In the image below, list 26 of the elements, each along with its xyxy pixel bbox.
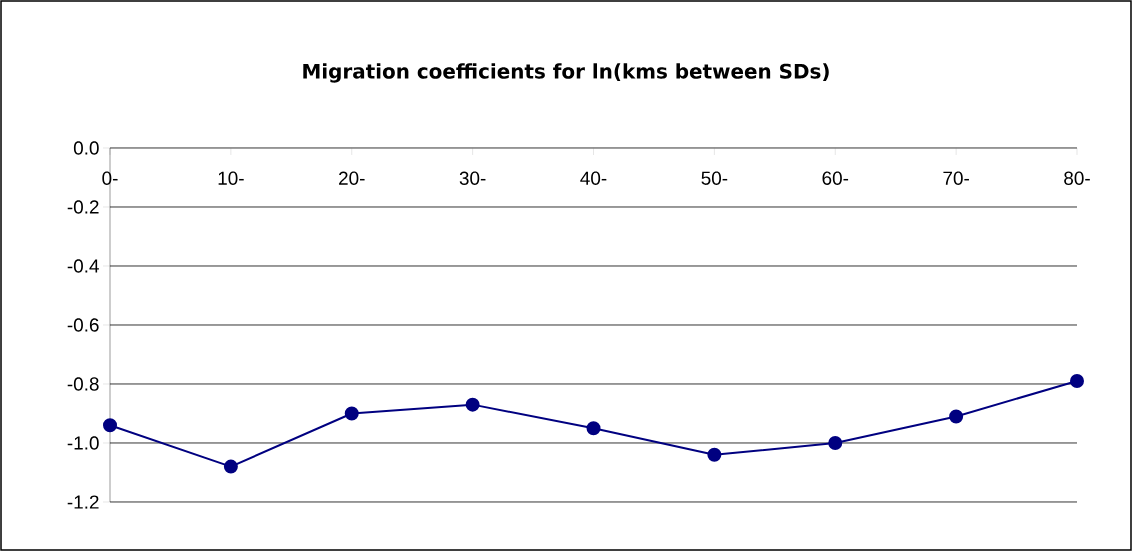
x-tick-label: 0- [102,171,118,185]
y-tick-label: -0.6 [67,318,99,332]
point [103,418,118,433]
point [344,406,359,421]
y-tick-label: -1.2 [67,495,99,509]
point [465,397,480,412]
point [949,409,964,424]
point [223,459,238,474]
y-tick-label: -0.2 [67,200,99,214]
point [828,435,843,450]
x-tick-label: 40- [580,171,607,185]
point [586,421,601,436]
point [707,447,722,462]
y-tick-label: -1.0 [67,436,99,450]
x-tick-label: 50- [701,171,728,185]
chart-title: Migration coefficients for ln(kms between SDs) [303,63,829,83]
x-tick-label: 10- [218,171,244,185]
y-tick-label: 0.0 [73,141,99,155]
y-tick-label: -0.4 [67,259,99,273]
point [1070,374,1084,389]
y-tick-label: -0.8 [67,377,99,391]
x-tick-label: 30- [459,171,486,185]
x-tick-label: 70- [943,171,969,185]
x-tick-label: 60- [822,171,849,185]
x-tick-label: 20- [339,171,365,185]
x-tick-label: 80- [1064,171,1090,185]
